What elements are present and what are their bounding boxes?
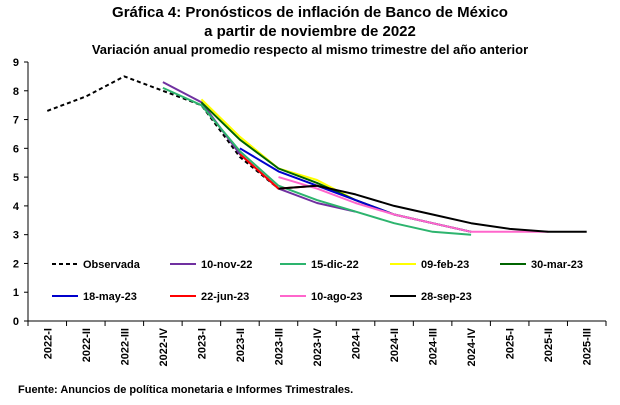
x-tick-label: 2025-I	[505, 328, 517, 359]
x-tick-label: 2025-III	[582, 328, 594, 365]
series-line	[200, 98, 472, 233]
y-tick-label: 8	[13, 86, 19, 98]
x-tick-label: 2024-II	[389, 328, 401, 362]
chart-title: Gráfica 4: Pronósticos de inflación de B…	[112, 4, 508, 21]
y-tick-label: 2	[13, 258, 19, 270]
x-tick-label: 2024-III	[428, 328, 440, 365]
x-tick-label: 2022-III	[119, 328, 131, 365]
x-tick-label: 2025-II	[543, 328, 555, 362]
x-tick-label: 2022-II	[81, 328, 93, 362]
series-line	[46, 75, 280, 190]
y-tick-label: 7	[13, 115, 19, 127]
legend-label: 10-ago-23	[311, 291, 362, 303]
legend-label: 30-mar-23	[531, 259, 583, 271]
chart-series	[46, 75, 587, 236]
chart-title-line2: a partir de noviembre de 2022	[204, 23, 416, 40]
series-line	[200, 101, 472, 233]
x-tick-label: 2023-IV	[312, 327, 324, 366]
y-tick-label: 4	[13, 201, 20, 213]
y-tick-label: 0	[13, 316, 19, 328]
y-tick-label: 6	[13, 143, 19, 155]
x-tick-label: 2023-II	[235, 328, 247, 362]
legend-label: 10-nov-22	[201, 259, 252, 271]
legend-label: 22-jun-23	[201, 291, 249, 303]
legend-label: 28-sep-23	[421, 291, 472, 303]
chart-subtitle: Variación anual promedio respecto al mis…	[91, 42, 529, 57]
x-tick-label: 2023-III	[273, 328, 285, 365]
chart-axes: 0 1 2 3 4 5 6 7 8 9 2022-I 2022-II 2022-III 2022-IV 20…	[13, 57, 607, 367]
chart-legend: Observada 10-nov-22 15-dic-22 09-feb-23 30-m…	[52, 259, 583, 303]
x-tick-label: 2022-I	[42, 328, 54, 359]
x-tick-label: 2024-I	[351, 328, 363, 359]
series-line	[162, 86, 472, 236]
y-tick-label: 3	[13, 230, 19, 242]
legend-label: 09-feb-23	[421, 259, 469, 271]
series-line	[278, 176, 549, 233]
legend-label: 18-may-23	[83, 291, 137, 303]
x-tick-label: 2023-I	[196, 328, 208, 359]
x-tick-label: 2024-IV	[466, 327, 478, 366]
y-tick-label: 9	[13, 57, 19, 69]
source-note: Fuente: Anuncios de política monetaria e…	[18, 384, 354, 396]
x-tick-label: 2022-IV	[158, 327, 170, 366]
legend-label: 15-dic-22	[311, 259, 359, 271]
legend-label: Observada	[83, 259, 141, 271]
series-line	[278, 184, 587, 233]
y-tick-label: 5	[13, 172, 19, 184]
y-tick-label: 1	[13, 287, 19, 299]
series-line	[239, 147, 472, 233]
